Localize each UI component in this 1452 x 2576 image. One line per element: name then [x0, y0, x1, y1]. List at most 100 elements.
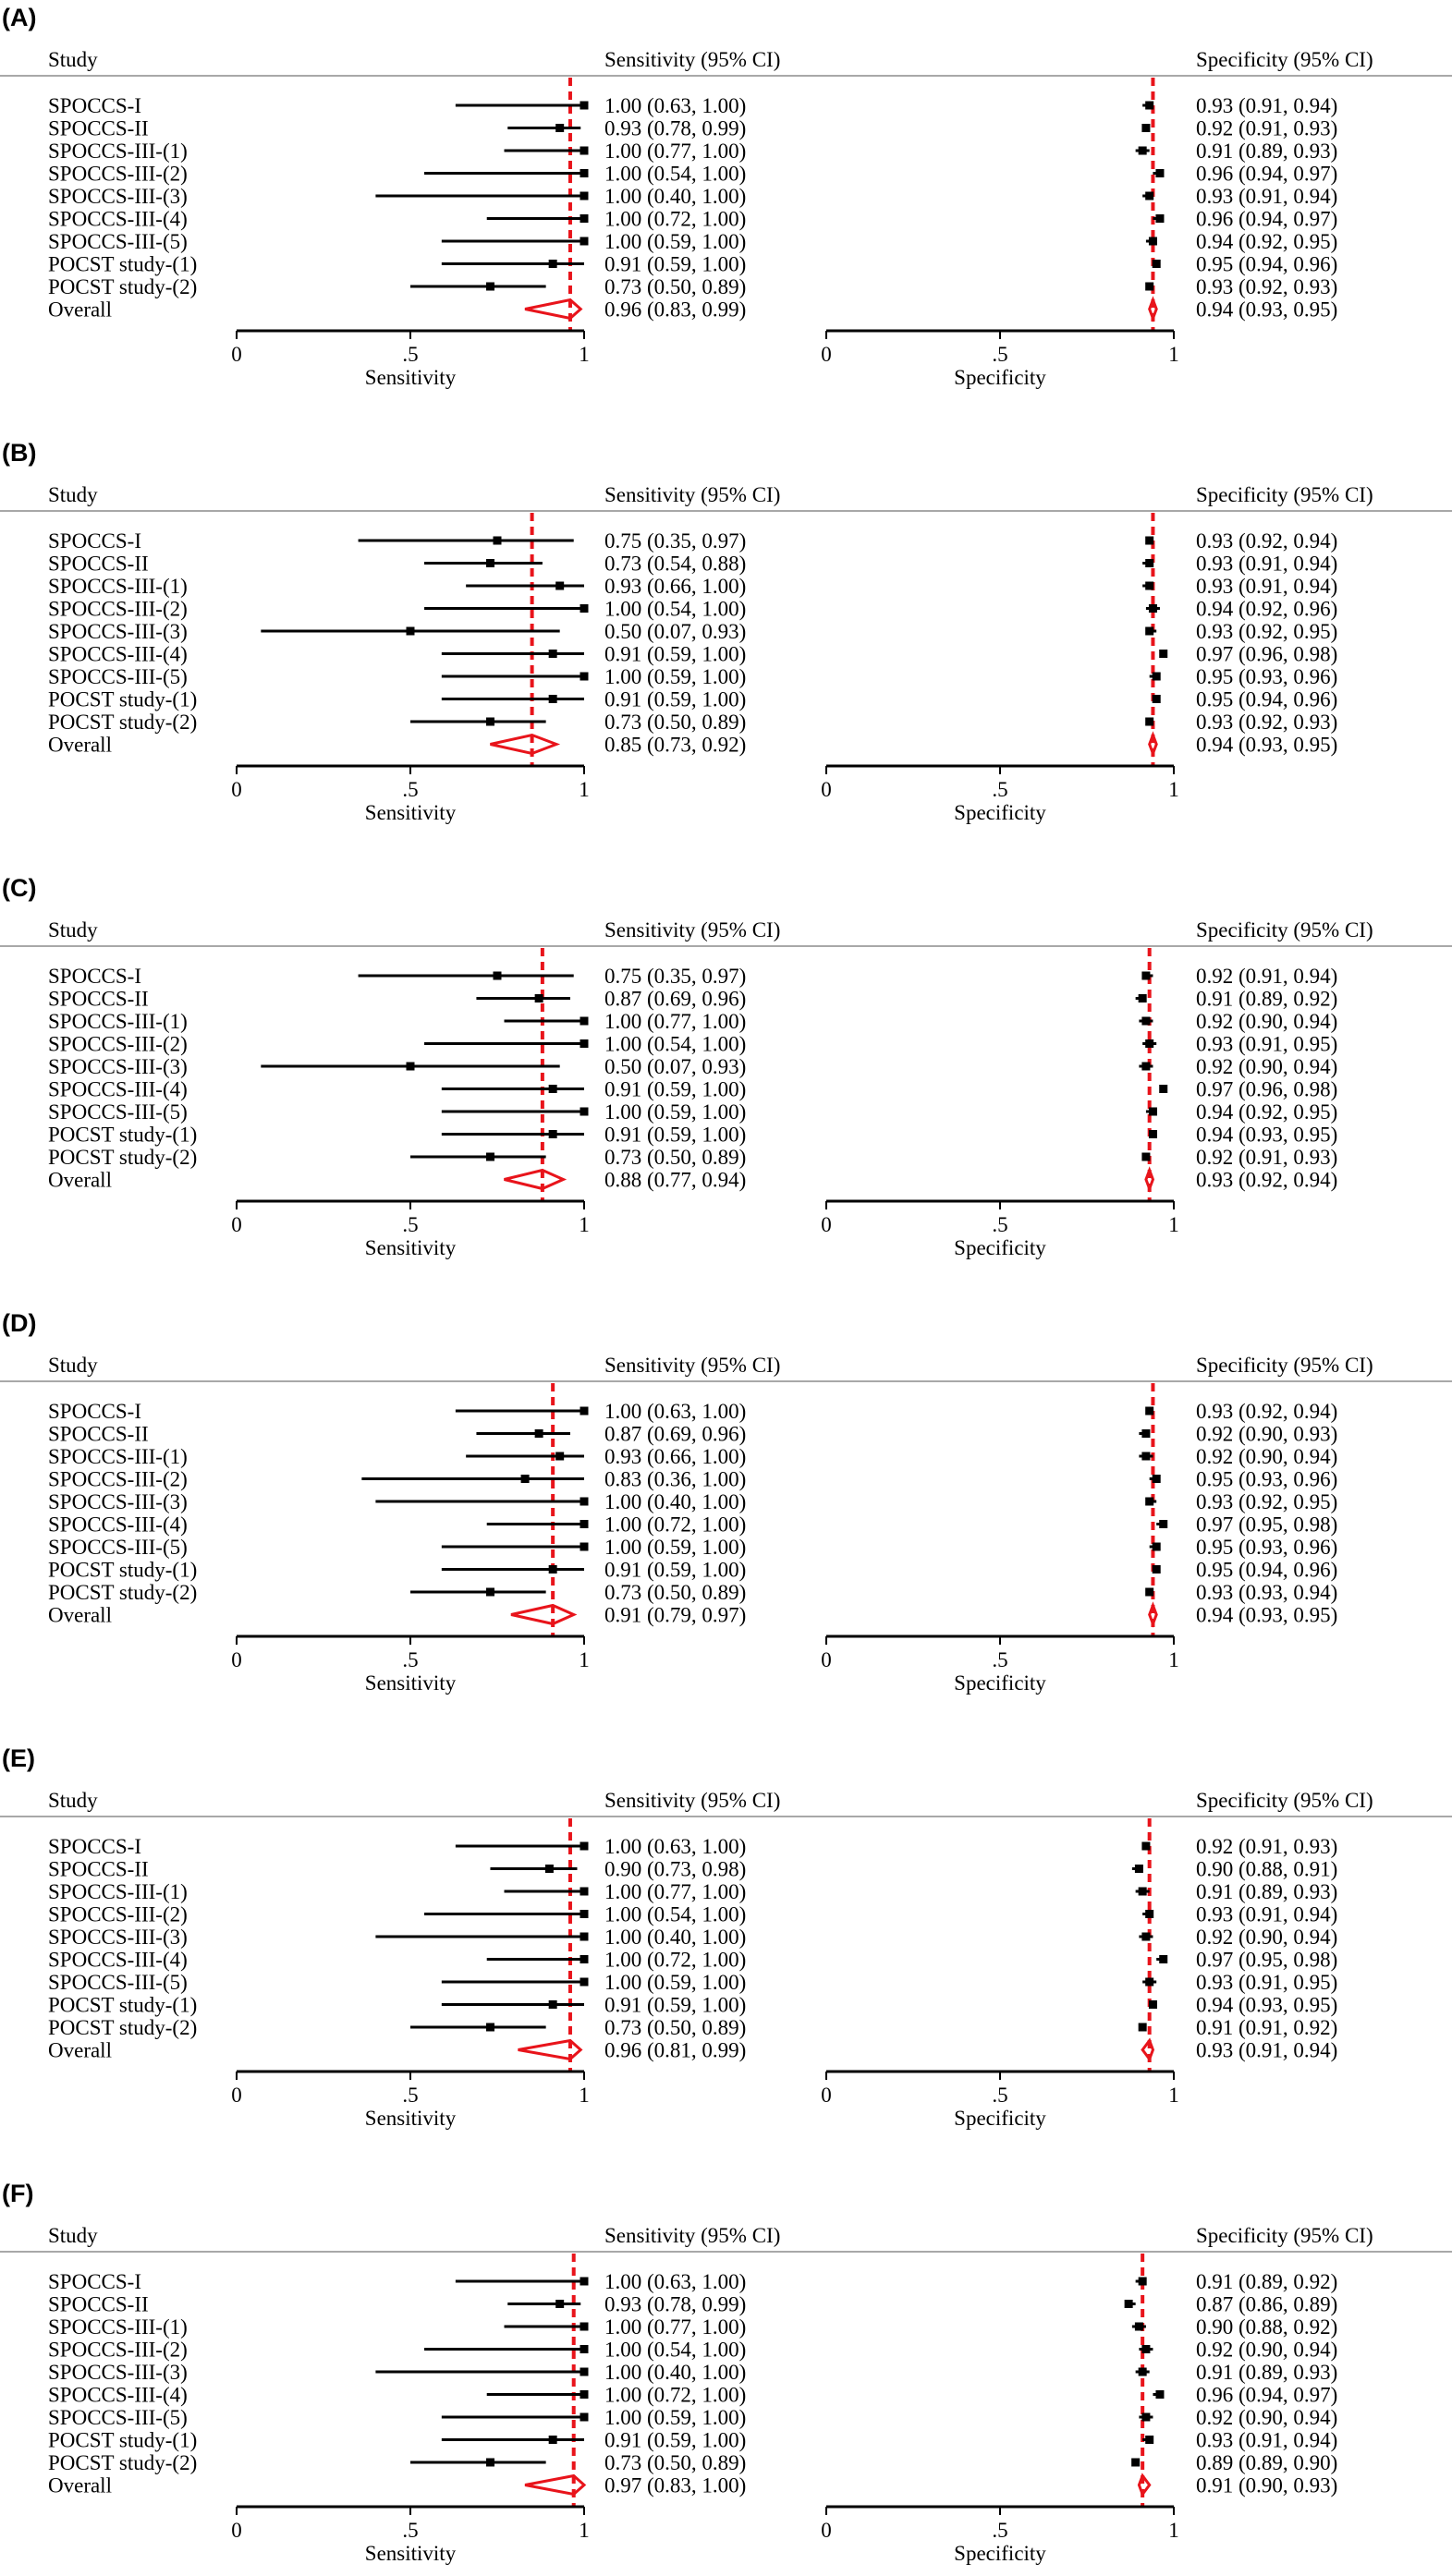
study-label: SPOCCS-II [48, 117, 149, 140]
specificity-tick-label: 1 [1168, 2084, 1179, 2107]
sensitivity-pooled-diamond [510, 1603, 578, 1626]
sensitivity-estimate-text: 0.90 (0.73, 0.98) [604, 1858, 746, 1881]
specificity-estimate-text: 0.93 (0.92, 0.93) [1196, 275, 1337, 298]
specificity-point [1141, 1452, 1151, 1461]
sensitivity-point [534, 994, 543, 1002]
specificity-point [1148, 604, 1157, 613]
overall-label: Overall [48, 298, 112, 322]
specificity-estimate-text: 0.96 (0.94, 0.97) [1196, 2384, 1337, 2407]
sensitivity-estimate-text: 0.91 (0.59, 1.00) [604, 1078, 746, 1101]
specificity-point [1155, 169, 1165, 177]
forest-panel: (A) Study Sensitivity (95% CI) Specificity … [0, 4, 1452, 389]
specificity-estimate-text: 0.87 (0.86, 0.89) [1196, 2293, 1337, 2316]
specificity-estimate-text: 0.95 (0.94, 0.96) [1196, 253, 1337, 276]
sensitivity-estimate-text: 1.00 (0.59, 1.00) [604, 1971, 746, 1994]
panel-label: (B) [2, 439, 36, 467]
study-label: POCST study-(2) [48, 1146, 197, 1169]
specificity-point [1145, 581, 1154, 590]
specificity-estimate-text: 0.92 (0.90, 0.94) [1196, 2406, 1337, 2429]
forest-panel: (E) Study Sensitivity (95% CI) Specificity … [0, 1744, 1452, 2130]
study-label: SPOCCS-III-(4) [48, 208, 188, 231]
sensitivity-estimate-text: 0.93 (0.66, 1.00) [604, 1445, 746, 1468]
specificity-pooled-diamond [1141, 2037, 1155, 2062]
specificity-point [1141, 1932, 1151, 1941]
specificity-point [1145, 1039, 1154, 1048]
specificity-estimate-text: 0.93 (0.91, 0.94) [1196, 553, 1337, 576]
specificity-estimate-text: 0.93 (0.92, 0.95) [1196, 1490, 1337, 1513]
specificity-estimate-text: 0.93 (0.91, 0.95) [1196, 1971, 1337, 1994]
specificity-tick-label: .5 [992, 778, 1007, 801]
sensitivity-axis-title: Sensitivity [365, 1671, 457, 1695]
sensitivity-point [548, 695, 557, 703]
study-label: SPOCCS-III-(1) [48, 2315, 188, 2339]
sensitivity-point [544, 1865, 554, 1873]
sensitivity-estimate-text: 0.96 (0.81, 0.99) [604, 2039, 746, 2062]
sensitivity-point [580, 1955, 589, 1963]
specificity-pooled-diamond [1148, 731, 1158, 758]
sensitivity-estimate-text: 0.50 (0.07, 0.93) [604, 620, 746, 643]
study-label: SPOCCS-III-(3) [48, 1490, 188, 1513]
sensitivity-column-header: Sensitivity (95% CI) [604, 1789, 780, 1812]
sensitivity-estimate-text: 1.00 (0.77, 1.00) [604, 2315, 746, 2339]
study-label: SPOCCS-I [48, 965, 141, 988]
sensitivity-estimate-text: 0.93 (0.78, 0.99) [604, 117, 746, 140]
study-label: SPOCCS-I [48, 1835, 141, 1858]
specificity-pooled-diamond [1144, 1166, 1155, 1193]
specificity-tick-label: .5 [992, 1648, 1007, 1671]
study-label: POCST study-(2) [48, 1581, 197, 1604]
specificity-tick-label: 0 [821, 2084, 832, 2107]
specificity-axis-title: Specificity [954, 366, 1046, 389]
study-label: SPOCCS-I [48, 529, 141, 553]
sensitivity-axis-title: Sensitivity [365, 2542, 457, 2565]
sensitivity-tick-label: .5 [402, 1648, 418, 1671]
study-label: POCST study-(2) [48, 2451, 197, 2474]
specificity-point [1145, 101, 1154, 110]
specificity-estimate-text: 0.94 (0.93, 0.95) [1196, 1604, 1337, 1627]
specificity-tick-label: 0 [821, 1213, 832, 1236]
study-label: SPOCCS-III-(4) [48, 643, 188, 666]
sensitivity-axis-title: Sensitivity [365, 1236, 457, 1259]
sensitivity-estimate-text: 0.50 (0.07, 0.93) [604, 1055, 746, 1078]
sensitivity-tick-label: 0 [231, 2519, 242, 2542]
sensitivity-estimate-text: 1.00 (0.40, 1.00) [604, 2361, 746, 2384]
specificity-estimate-text: 0.91 (0.91, 0.92) [1196, 2016, 1337, 2039]
sensitivity-point [548, 2436, 557, 2444]
specificity-column-header: Specificity (95% CI) [1196, 1789, 1373, 1812]
study-label: SPOCCS-III-(2) [48, 1903, 188, 1926]
panel-label: (C) [2, 874, 36, 902]
sensitivity-point [548, 1085, 557, 1093]
study-label: SPOCCS-III-(5) [48, 1536, 188, 1559]
specificity-estimate-text: 0.95 (0.94, 0.96) [1196, 688, 1337, 711]
sensitivity-point [580, 101, 589, 110]
sensitivity-point [580, 214, 589, 223]
specificity-estimate-text: 0.91 (0.89, 0.93) [1196, 2361, 1337, 2384]
specificity-estimate-text: 0.93 (0.92, 0.94) [1196, 529, 1337, 553]
specificity-point [1152, 695, 1161, 703]
specificity-point [1141, 1841, 1151, 1851]
specificity-point [1145, 559, 1154, 567]
sensitivity-estimate-text: 0.91 (0.59, 1.00) [604, 253, 746, 276]
sensitivity-estimate-text: 0.73 (0.50, 0.89) [604, 1581, 746, 1604]
overall-label: Overall [48, 1169, 112, 1192]
specificity-estimate-text: 0.89 (0.89, 0.90) [1196, 2451, 1337, 2474]
study-label: POCST study-(1) [48, 1124, 197, 1147]
sensitivity-estimate-text: 1.00 (0.40, 1.00) [604, 1490, 746, 1513]
sensitivity-estimate-text: 1.00 (0.72, 1.00) [604, 1513, 746, 1537]
specificity-point [1145, 1497, 1154, 1506]
specificity-estimate-text: 0.94 (0.92, 0.95) [1196, 230, 1337, 253]
study-label: SPOCCS-III-(2) [48, 1468, 188, 1491]
sensitivity-axis-title: Sensitivity [365, 801, 457, 824]
study-label: SPOCCS-III-(3) [48, 1055, 188, 1078]
sensitivity-estimate-text: 1.00 (0.54, 1.00) [604, 1903, 746, 1926]
study-label: POCST study-(2) [48, 2016, 197, 2039]
study-label: POCST study-(1) [48, 253, 197, 276]
specificity-tick-label: 0 [821, 343, 832, 366]
overall-label: Overall [48, 2039, 112, 2062]
sensitivity-point [485, 1152, 494, 1161]
specificity-estimate-text: 0.92 (0.91, 0.93) [1196, 117, 1337, 140]
sensitivity-pooled-diamond [490, 733, 561, 756]
study-column-header: Study [48, 2224, 98, 2247]
sensitivity-tick-label: 1 [579, 343, 590, 366]
sensitivity-estimate-text: 0.91 (0.59, 1.00) [604, 2429, 746, 2452]
